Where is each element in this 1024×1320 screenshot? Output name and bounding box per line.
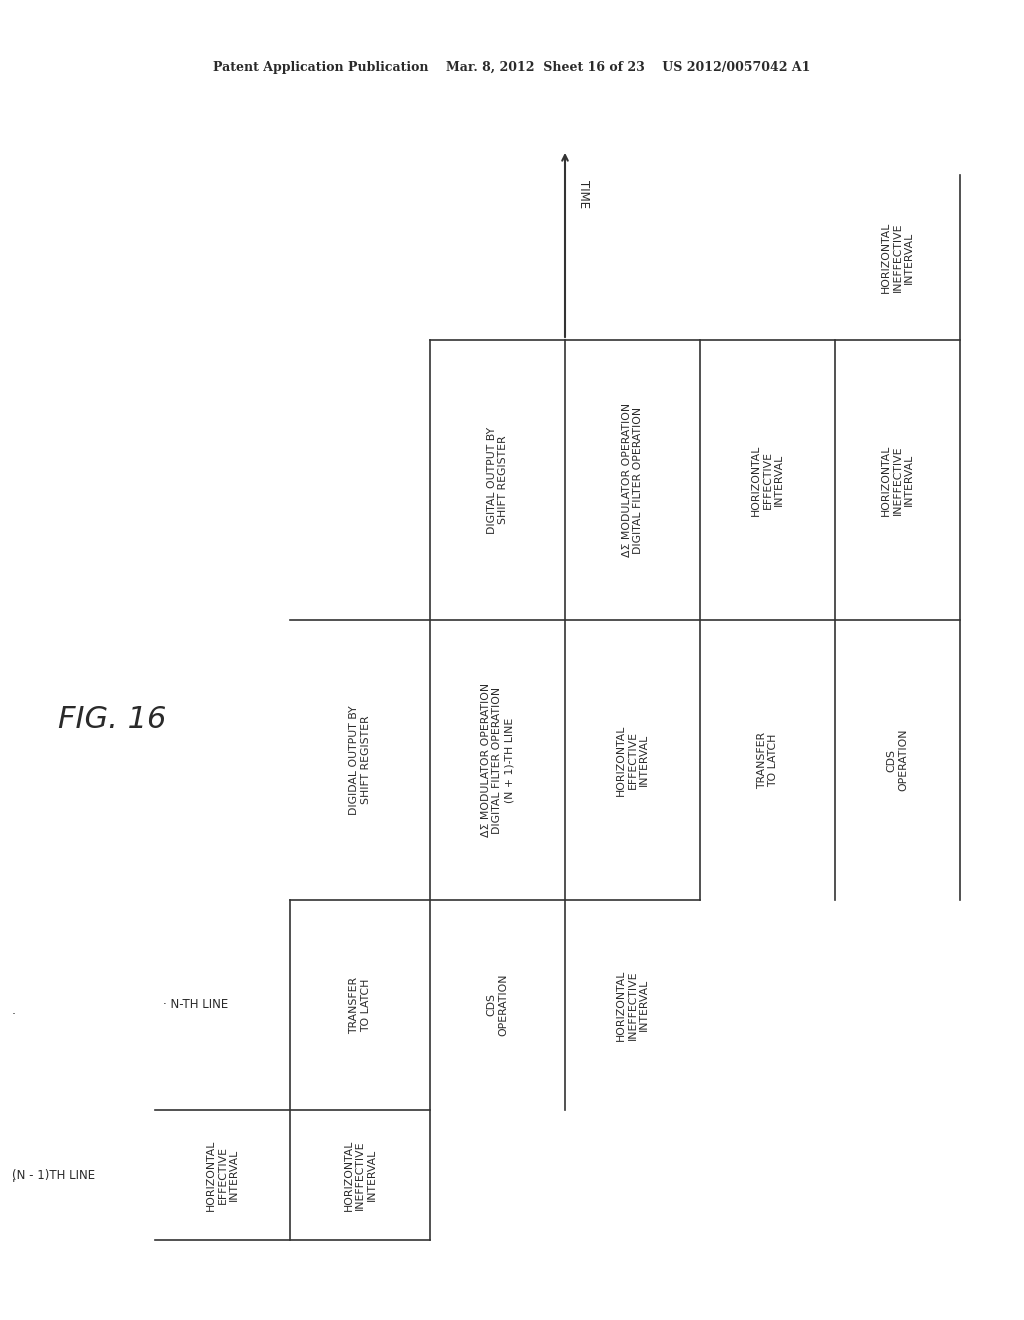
Text: TRANSFER
TO LATCH: TRANSFER TO LATCH [757,731,778,788]
Text: CDS
OPERATION: CDS OPERATION [887,729,908,791]
Text: HORIZONTAL
INEFFECTIVE
INTERVAL: HORIZONTAL INEFFECTIVE INTERVAL [343,1139,377,1210]
Text: CDS
OPERATION: CDS OPERATION [486,974,508,1036]
Text: · N-TH LINE: · N-TH LINE [163,998,228,1011]
Text: HORIZONTAL
EFFECTIVE
INTERVAL: HORIZONTAL EFFECTIVE INTERVAL [751,445,784,516]
Text: DIGIDAL OUTPUT BY
SHIFT REGISTER: DIGIDAL OUTPUT BY SHIFT REGISTER [349,705,371,814]
Text: ΔΣ MODULATOR OPERATION
DIGITAL FILTER OPERATION
(N + 1)-TH LINE: ΔΣ MODULATOR OPERATION DIGITAL FILTER OP… [481,682,514,837]
Text: ΔΣ MODULATOR OPERATION
DIGITAL FILTER OPERATION: ΔΣ MODULATOR OPERATION DIGITAL FILTER OP… [622,403,643,557]
Text: HORIZONTAL
EFFECTIVE
INTERVAL: HORIZONTAL EFFECTIVE INTERVAL [206,1139,239,1210]
Text: FIG. 16: FIG. 16 [58,705,166,734]
Text: (N - 1)TH LINE: (N - 1)TH LINE [12,1168,95,1181]
Text: HORIZONTAL
INEFFECTIVE
INTERVAL: HORIZONTAL INEFFECTIVE INTERVAL [615,969,649,1040]
Text: Patent Application Publication    Mar. 8, 2012  Sheet 16 of 23    US 2012/005704: Patent Application Publication Mar. 8, 2… [213,62,811,74]
Text: DIGITAL OUTPUT BY
SHIFT REGISTER: DIGITAL OUTPUT BY SHIFT REGISTER [486,426,508,533]
Text: HORIZONTAL
INEFFECTIVE
INTERVAL: HORIZONTAL INEFFECTIVE INTERVAL [881,222,914,293]
Text: TRANSFER
TO LATCH: TRANSFER TO LATCH [349,977,371,1034]
Text: HORIZONTAL
INEFFECTIVE
INTERVAL: HORIZONTAL INEFFECTIVE INTERVAL [881,445,914,516]
Text: TIME: TIME [577,180,590,209]
Text: ': ' [12,1179,15,1192]
Text: ·: · [12,1008,16,1022]
Text: HORIZONTAL
EFFECTIVE
INTERVAL: HORIZONTAL EFFECTIVE INTERVAL [615,725,649,796]
